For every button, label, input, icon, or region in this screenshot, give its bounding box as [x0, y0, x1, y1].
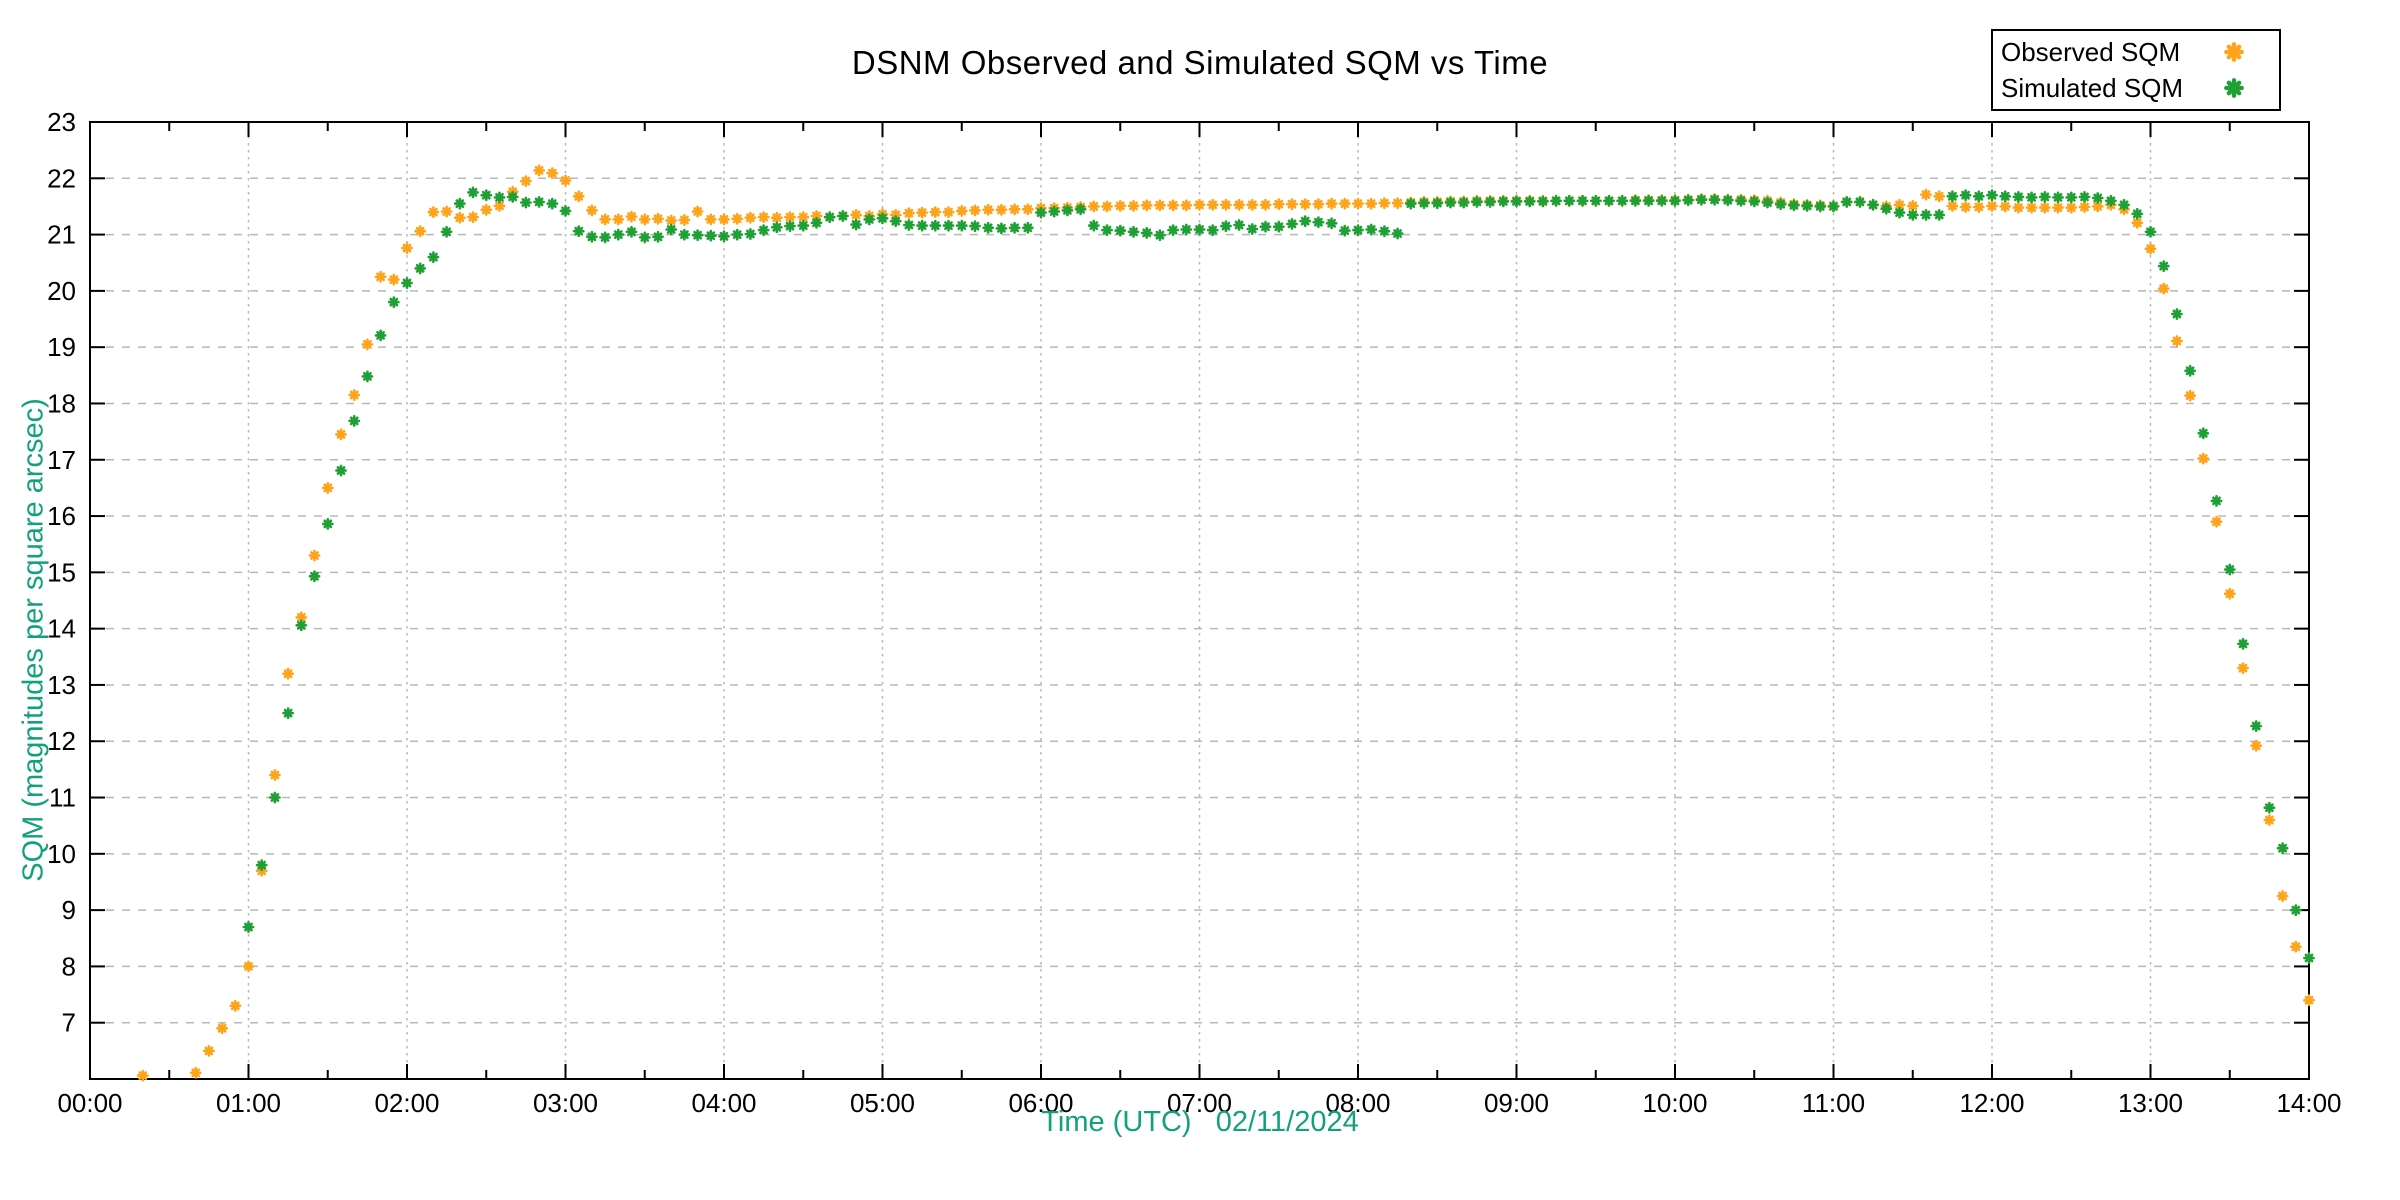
- x-tick-label: 05:00: [850, 1088, 915, 1118]
- x-tick-label: 00:00: [57, 1088, 122, 1118]
- y-tick-label: 22: [47, 163, 76, 193]
- y-tick-label: 7: [62, 1008, 76, 1038]
- y-tick-label: 23: [47, 107, 76, 137]
- y-tick-label: 13: [47, 670, 76, 700]
- x-tick-label: 07:00: [1167, 1088, 1232, 1118]
- x-tick-label: 10:00: [1642, 1088, 1707, 1118]
- y-tick-label: 21: [47, 220, 76, 250]
- x-tick-label: 13:00: [2118, 1088, 2183, 1118]
- x-axis-title: Time (UTC) 02/11/2024: [1041, 1106, 1359, 1138]
- y-tick-label: 19: [47, 332, 76, 362]
- x-tick-labels: 00:00 01:00 02:00 03:00 04:00 05:00 06:00 07:00…: [57, 1088, 2341, 1118]
- legend-label-simulated: Simulated SQM: [2001, 72, 2184, 103]
- chart-title: DSNM Observed and Simulated SQM vs Time: [851, 44, 1549, 81]
- gridlines: [90, 122, 2309, 1079]
- y-tick-label: 18: [47, 388, 76, 418]
- y-tick-label: 8: [62, 951, 76, 981]
- y-tick-label: 20: [47, 276, 76, 306]
- x-tick-label: 12:00: [1959, 1088, 2024, 1118]
- x-tick-label: 01:00: [216, 1088, 281, 1118]
- simulated-asterisk-icon: [2224, 78, 2244, 98]
- y-tick-label: 17: [47, 445, 76, 475]
- observed-asterisk-icon: [2224, 42, 2244, 62]
- y-axis-title: SQM (magnitudes per square arcsec): [17, 398, 50, 882]
- y-tick-label: 16: [47, 501, 76, 531]
- x-tick-label: 08:00: [1325, 1088, 1390, 1118]
- y-tick-label: 10: [47, 839, 76, 869]
- x-tick-label: 14:00: [2276, 1088, 2341, 1118]
- y-tick-label: 9: [62, 895, 76, 925]
- x-tick-label: 06:00: [1008, 1088, 1073, 1118]
- y-tick-label: 14: [47, 614, 76, 644]
- simulated-points: [242, 186, 2315, 964]
- legend-item-simulated: Simulated SQM: [1993, 70, 2279, 106]
- legend: Observed SQM Simulated SQM: [1991, 29, 2281, 111]
- y-tick-labels: 7 8 9 10 11 12 13 14 15 16 17 18 19 20 21 22 23: [47, 107, 76, 1038]
- x-tick-label: 03:00: [533, 1088, 598, 1118]
- axis-ticks: [89, 121, 2310, 1079]
- x-tick-label: 09:00: [1484, 1088, 1549, 1118]
- x-tick-label: 02:00: [374, 1088, 439, 1118]
- y-tick-label: 12: [47, 726, 76, 756]
- observed-points: [136, 164, 2315, 1082]
- x-tick-label: 04:00: [691, 1088, 756, 1118]
- x-tick-label: 11:00: [1802, 1088, 1865, 1118]
- y-tick-label: 15: [47, 557, 76, 587]
- legend-label-observed: Observed SQM: [2001, 36, 2181, 67]
- y-tick-label: 11: [49, 783, 76, 813]
- legend-item-observed: Observed SQM: [1993, 34, 2279, 70]
